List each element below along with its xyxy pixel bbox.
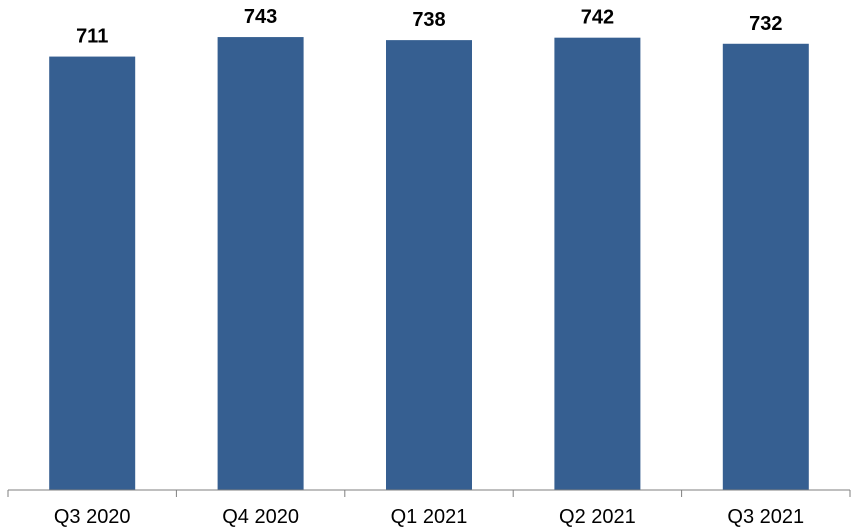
bar-q3-2020 <box>49 56 136 491</box>
data-label: 732 <box>749 13 782 35</box>
bar-q2-2021 <box>554 37 641 490</box>
bar-q1-2021 <box>386 40 472 490</box>
data-label: 738 <box>412 9 445 31</box>
x-tick-label: Q2 2021 <box>559 506 636 528</box>
x-tick-label: Q3 2020 <box>54 506 131 528</box>
data-label: 711 <box>76 26 108 48</box>
bars-group <box>49 37 809 491</box>
x-tick-label: Q4 2020 <box>222 506 299 528</box>
x-axis-tick-labels-group: Q3 2020 Q4 2020 Q1 2021 Q2 2021 Q3 2021 <box>54 506 804 528</box>
x-axis-ticks-group <box>7 490 851 497</box>
bar-q3-2021 <box>722 43 809 490</box>
bar-q4-2020 <box>217 37 304 491</box>
x-tick-label: Q1 2021 <box>391 506 468 528</box>
value-labels-group: 711 743 738 742 732 <box>76 6 782 48</box>
x-tick-label: Q3 2021 <box>727 506 804 528</box>
data-label: 743 <box>244 6 277 28</box>
data-label: 742 <box>581 7 614 29</box>
